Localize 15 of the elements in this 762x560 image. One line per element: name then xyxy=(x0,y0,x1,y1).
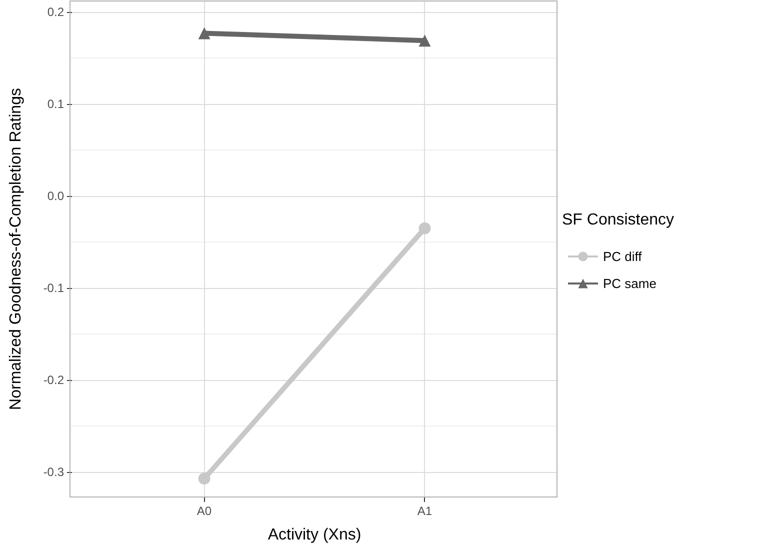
legend-title: SF Consistency xyxy=(562,212,674,228)
y-tick-label: -0.2 xyxy=(43,373,64,388)
y-tick-label: 0.0 xyxy=(47,189,64,204)
x-tick-label: A0 xyxy=(196,504,212,518)
y-tick-label: 0.1 xyxy=(47,97,64,112)
point xyxy=(198,472,210,485)
legend-label: PC diff xyxy=(603,249,642,264)
x-axis-title: Activity (Xns) xyxy=(268,526,362,544)
x-tick-label: A1 xyxy=(417,504,432,518)
y-tick-label: 0.2 xyxy=(47,5,64,20)
y-tick-label: -0.3 xyxy=(43,465,64,480)
legend-label: PC same xyxy=(603,276,656,291)
y-axis-title: Normalized Goodness-of-Completion Ratings xyxy=(8,88,24,410)
y-tick-label: -0.1 xyxy=(43,281,64,296)
point xyxy=(418,222,431,234)
